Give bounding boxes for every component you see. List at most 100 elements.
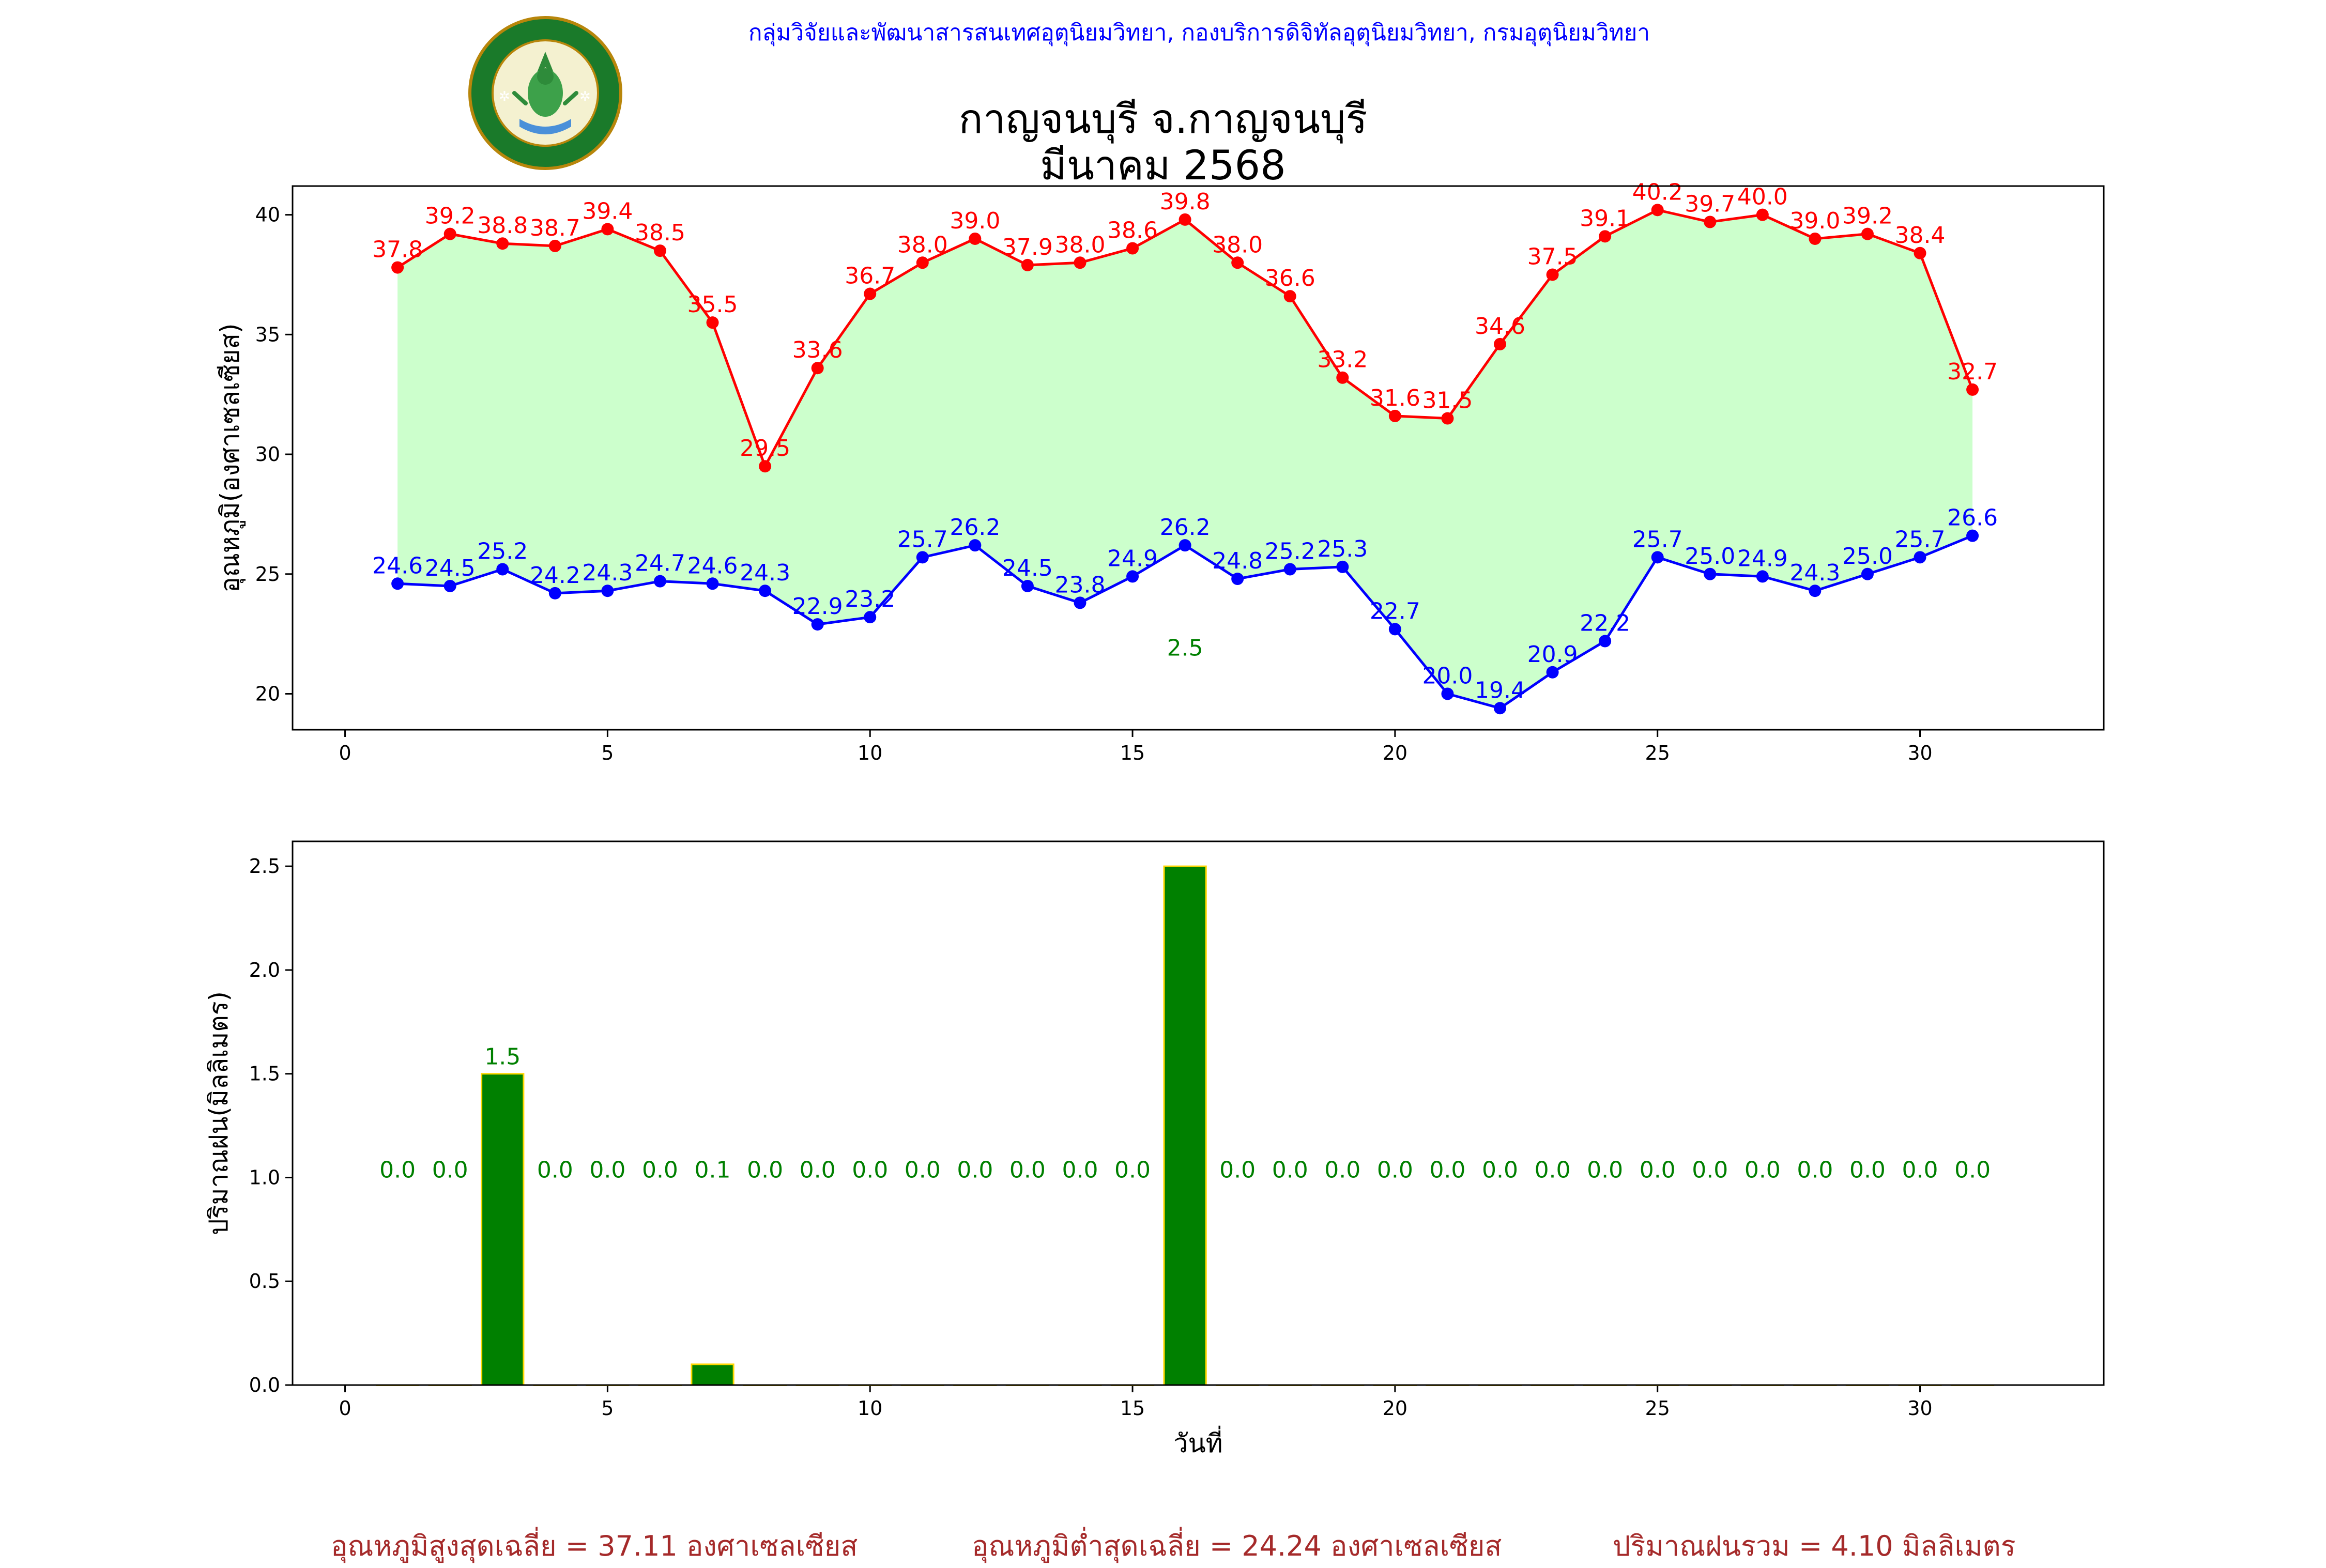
temperature-y-axis-label: อุณหภูมิ(องศาเซลเซียส): [215, 323, 246, 592]
rain-y-tick-label: 0.0: [249, 1374, 280, 1396]
rainfall-value-label: 0.0: [905, 1157, 941, 1183]
rainfall-value-label: 0.0: [747, 1157, 783, 1183]
min-temperature-point: [1336, 560, 1349, 573]
max-temperature-point: [1074, 256, 1087, 269]
rain-x-tick-label: 20: [1383, 1397, 1407, 1420]
temp-x-tick-label: 10: [858, 742, 882, 764]
max-temperature-label: 32.7: [1947, 359, 1998, 385]
max-temperature-point: [1809, 232, 1822, 245]
department-header: กลุ่มวิจัยและพัฒนาสารสนเทศอุตุนิยมวิทยา,…: [748, 20, 1650, 46]
max-temperature-point: [916, 256, 929, 269]
min-temperature-point: [1704, 567, 1717, 580]
min-temperature-label: 24.9: [1107, 545, 1158, 572]
max-temperature-point: [706, 316, 719, 329]
min-temperature-point: [916, 551, 929, 564]
max-temperature-label: 39.0: [1789, 208, 1840, 234]
max-temperature-label: 38.0: [897, 232, 948, 258]
temp-y-tick-label: 30: [255, 443, 280, 466]
rainfall-value-label: 0.0: [1009, 1157, 1046, 1183]
min-temperature-label: 19.4: [1475, 677, 1525, 703]
max-temperature-point: [1021, 258, 1034, 271]
min-temperature-label: 25.7: [897, 526, 948, 552]
temp-x-tick-label: 15: [1120, 742, 1145, 764]
rainfall-value-label: 0.0: [1902, 1157, 1938, 1183]
rainfall-bar: [481, 1073, 525, 1386]
max-temperature-point: [1651, 204, 1664, 217]
max-temperature-point: [1441, 412, 1454, 425]
min-temperature-label: 26.2: [1160, 514, 1211, 541]
min-temperature-label: 25.7: [1632, 526, 1683, 552]
rainfall-x-axis-label: วันที่: [1173, 1426, 1222, 1458]
max-temperature-label: 39.0: [950, 208, 1000, 234]
rainfall-value-label: 1.5: [484, 1044, 521, 1070]
max-temperature-label: 33.2: [1317, 347, 1368, 373]
min-temperature-point: [1231, 573, 1244, 586]
rain-x-tick-label: 15: [1120, 1397, 1145, 1420]
min-temperature-point: [443, 579, 456, 592]
max-temperature-point: [443, 227, 456, 240]
rainfall-plot-frame: [292, 840, 2105, 1386]
rain-x-tick-label: 25: [1645, 1397, 1670, 1420]
min-temperature-point: [1756, 570, 1769, 583]
max-temperature-point: [1388, 409, 1401, 422]
chart-subtitle: มีนาคม 2568: [1040, 143, 1286, 189]
rain-x-tick-label: 30: [1907, 1397, 1932, 1420]
max-temperature-label: 34.6: [1475, 313, 1525, 340]
rain-y-tick-label: 2.0: [249, 959, 280, 981]
min-temperature-label: 24.3: [582, 560, 633, 586]
min-temperature-label: 25.0: [1842, 543, 1893, 570]
chart-title: กาญจนบุรี จ.กาญจนบุรี: [958, 96, 1368, 143]
min-temperature-label: 24.6: [687, 552, 738, 579]
temperature-annotation: 2.5: [1167, 635, 1203, 661]
meteorological-department-logo: ✲ ✲: [468, 16, 622, 170]
temp-x-tick-label: 20: [1383, 742, 1407, 764]
temperature-plot-frame: [292, 185, 2105, 731]
min-temperature-label: 24.3: [1789, 560, 1840, 586]
min-temperature-label: 24.5: [425, 555, 476, 581]
rainfall-bar: [691, 1363, 734, 1386]
min-temperature-label: 26.6: [1947, 505, 1998, 531]
rainfall-value-label: 0.0: [957, 1157, 993, 1183]
max-temperature-label: 33.6: [792, 337, 843, 363]
max-temperature-label: 38.0: [1054, 232, 1105, 258]
max-temperature-label: 37.9: [1002, 234, 1053, 260]
max-temperature-point: [1283, 290, 1296, 303]
max-temperature-label: 38.4: [1895, 222, 1946, 249]
rainfall-value-label: 0.0: [1219, 1157, 1256, 1183]
max-temperature-label: 31.6: [1370, 385, 1420, 411]
max-temperature-label: 37.5: [1527, 243, 1578, 270]
rainfall-bar: [1163, 865, 1207, 1386]
min-temperature-point: [1599, 635, 1612, 648]
min-temperature-point: [1861, 567, 1874, 580]
max-temperature-label: 39.7: [1685, 191, 1735, 218]
temp-y-tick-label: 40: [255, 204, 280, 226]
min-temperature-label: 25.2: [1265, 538, 1315, 564]
max-temperature-label: 39.8: [1160, 189, 1211, 215]
max-temperature-label: 38.7: [530, 215, 580, 241]
min-temperature-point: [1809, 585, 1822, 597]
max-temperature-point: [601, 223, 614, 236]
rain-x-tick-label: 10: [858, 1397, 882, 1420]
min-temperature-point: [1074, 596, 1087, 609]
min-temperature-label: 22.2: [1580, 610, 1630, 637]
min-temperature-label: 24.6: [372, 552, 423, 579]
min-temperature-label: 24.8: [1212, 548, 1263, 574]
min-temperature-point: [1914, 551, 1926, 564]
rainfall-value-label: 0.0: [432, 1157, 468, 1183]
min-temperature-label: 23.8: [1054, 572, 1105, 598]
min-temperature-point: [1388, 623, 1401, 636]
svg-text:✲: ✲: [579, 89, 591, 104]
min-temperature-point: [601, 585, 614, 597]
max-temperature-label: 40.2: [1632, 179, 1683, 205]
temperature-range-fill: [397, 210, 1973, 709]
rainfall-value-label: 0.0: [1377, 1157, 1413, 1183]
rainfall-value-label: 0.0: [537, 1157, 573, 1183]
rain-x-tick-label: 0: [339, 1397, 351, 1420]
max-temperature-point: [864, 287, 877, 300]
temp-x-tick-label: 0: [339, 742, 351, 764]
max-temperature-point: [1126, 242, 1139, 255]
min-temperature-label: 25.0: [1685, 543, 1735, 570]
min-temperature-label: 22.9: [792, 593, 843, 620]
